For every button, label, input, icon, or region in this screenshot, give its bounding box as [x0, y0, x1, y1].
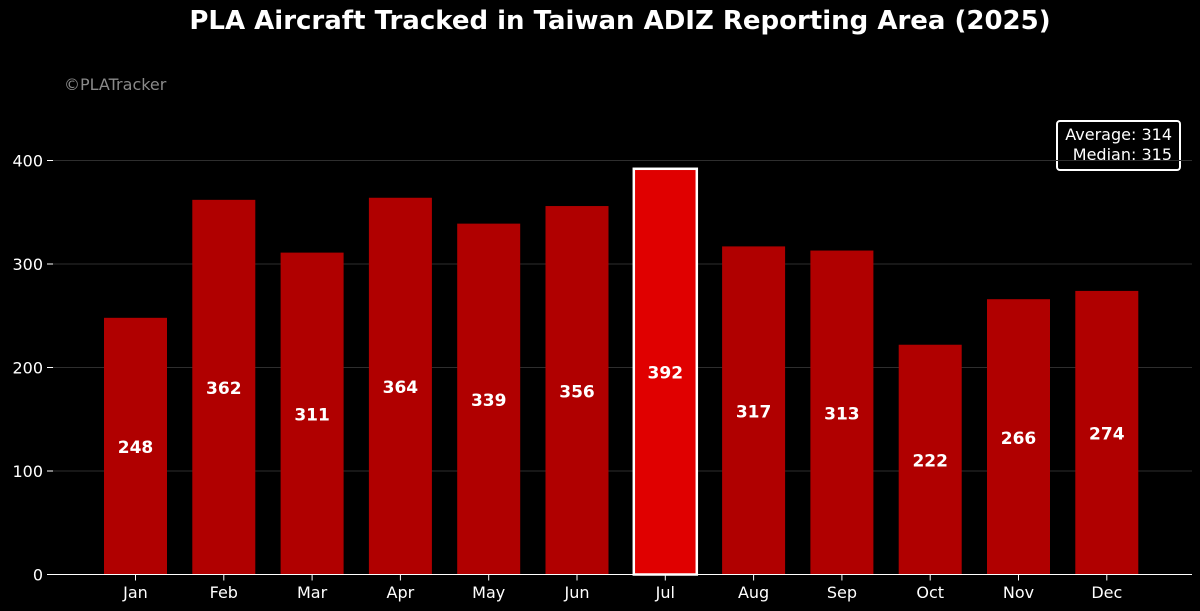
bar: [280, 252, 344, 575]
bar: [987, 299, 1050, 575]
axis-layer: 0 100 200 300 400 Jan Feb Mar Apr May Jun Jul Aug Sep…: [12, 152, 1192, 602]
bar: [192, 199, 256, 575]
bar-layer: 248 362 311 364 339 356 392 317 313 222 266 274: [104, 167, 1139, 576]
bar-value-label: 248: [118, 438, 154, 458]
x-tick-label: Aug: [738, 583, 769, 602]
bar: [368, 197, 432, 575]
x-tick-label: Mar: [297, 583, 328, 602]
bar: [545, 206, 609, 575]
bar-value-label: 356: [559, 382, 595, 402]
bar-value-label: 362: [206, 379, 242, 399]
y-tick-label: 0: [33, 566, 43, 585]
bar-value-label: 274: [1089, 425, 1125, 445]
x-tick-label: Apr: [387, 583, 415, 602]
y-tick-label: 300: [12, 255, 43, 274]
bar: [1075, 290, 1139, 575]
bar: [898, 344, 962, 575]
y-tick-label: 400: [12, 152, 43, 171]
x-tick-label: Jun: [564, 583, 590, 602]
x-tick-label: Jan: [122, 583, 148, 602]
bar: [457, 223, 521, 575]
bar-value-label: 313: [824, 405, 860, 425]
bar: [104, 317, 167, 575]
bar-value-label: 317: [736, 402, 772, 422]
chart-title: PLA Aircraft Tracked in Taiwan ADIZ Repo…: [189, 6, 1051, 36]
highlighted-bar: [632, 167, 699, 576]
median-stat: Median: 315: [1072, 145, 1172, 164]
x-tick-label: Oct: [916, 583, 944, 602]
y-tick-label: 100: [12, 462, 43, 481]
bar-value-label: 266: [1001, 429, 1037, 449]
x-tick-label: Jul: [655, 583, 675, 602]
x-tick-label: Sep: [827, 583, 857, 602]
x-tick-label: May: [472, 583, 505, 602]
bar: [722, 246, 786, 575]
y-tick-label: 200: [12, 359, 43, 378]
average-stat: Average: 314: [1065, 125, 1172, 144]
bar-value-label: 392: [648, 364, 684, 384]
bar-value-label: 339: [471, 391, 507, 411]
bar-value-label: 311: [294, 406, 330, 426]
x-tick-label: Dec: [1091, 583, 1122, 602]
x-tick-label: Feb: [210, 583, 238, 602]
bar: [810, 250, 874, 575]
bar-value-label: 364: [383, 378, 419, 398]
stats-box: Average: 314 Median: 315: [1056, 120, 1181, 171]
bar-value-label: 222: [912, 452, 948, 472]
x-tick-label: Nov: [1003, 583, 1034, 602]
watermark: ©PLATracker: [64, 75, 167, 94]
